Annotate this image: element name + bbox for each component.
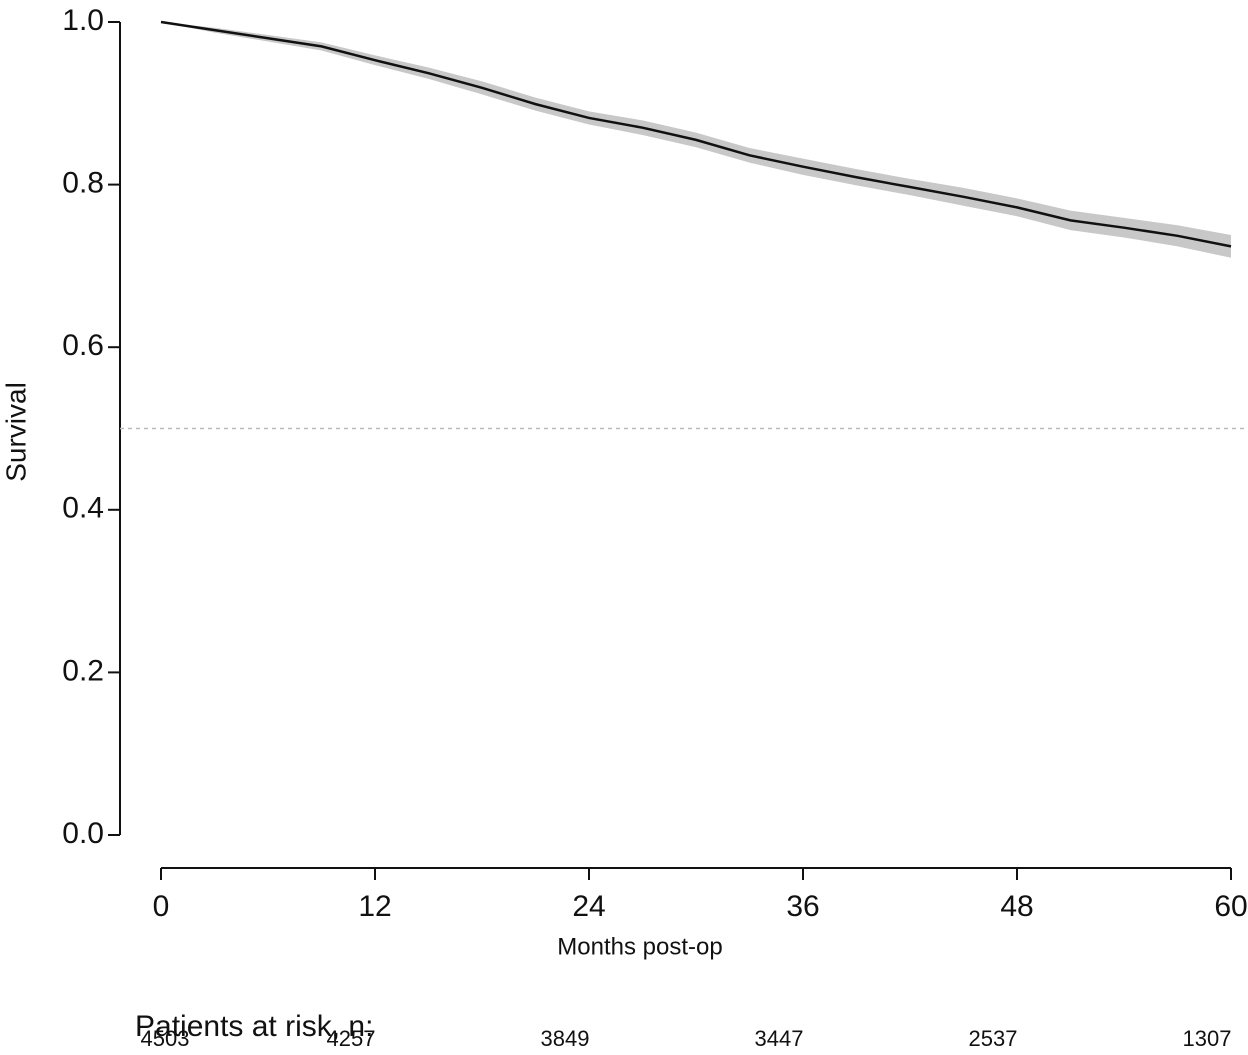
x-tick-label: 24: [572, 890, 605, 923]
x-tick-label: 12: [358, 890, 391, 923]
x-tick-label: 60: [1214, 890, 1247, 923]
y-tick-label: 0.8: [62, 167, 104, 200]
y-tick-label: 0.2: [62, 654, 104, 687]
risk-table-title: Patients at risk, n:: [135, 1010, 373, 1043]
x-axis-title: Months post-op: [557, 933, 722, 960]
risk-count: 2537: [969, 1026, 1018, 1051]
y-tick-label: 0.4: [62, 492, 104, 525]
risk-count: 3447: [755, 1026, 804, 1051]
x-tick-label: 48: [1000, 890, 1033, 923]
y-tick-label: 0.6: [62, 329, 104, 362]
risk-count: 1307: [1183, 1026, 1232, 1051]
y-axis-title: Survival: [0, 382, 31, 482]
y-tick-label: 0.0: [62, 817, 104, 850]
risk-count: 4503: [141, 1026, 190, 1051]
x-tick-label: 36: [786, 890, 819, 923]
risk-count: 4257: [327, 1026, 376, 1051]
risk-count: 3849: [541, 1026, 590, 1051]
x-tick-label: 0: [153, 890, 170, 923]
survival-line: [160, 20, 1232, 248]
y-tick-label: 1.0: [62, 4, 104, 37]
